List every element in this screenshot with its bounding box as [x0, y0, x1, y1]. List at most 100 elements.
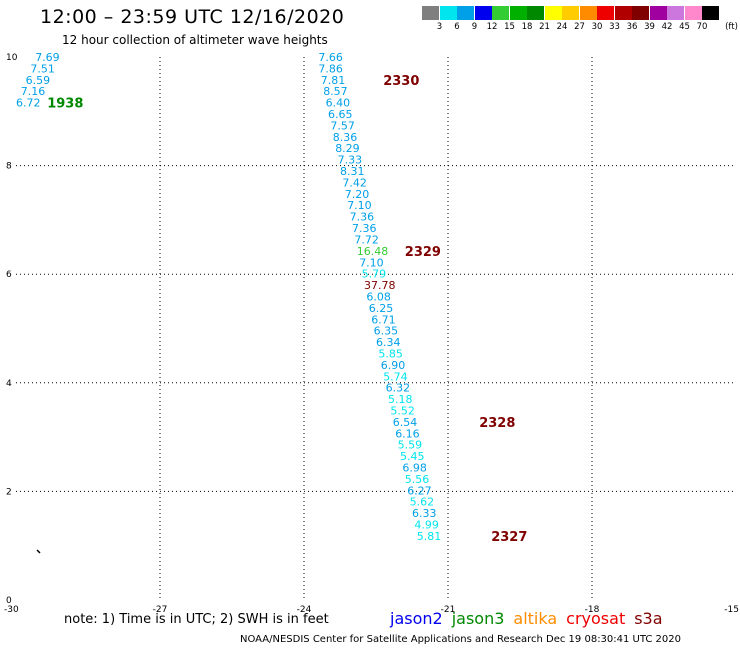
- wave-height-point: 6.72: [16, 97, 41, 110]
- wave-height-point: 8.31: [340, 165, 365, 178]
- legend-item-s3a: s3a: [634, 609, 663, 628]
- color-scale-label: 27: [574, 22, 585, 32]
- wave-height-point: 7.69: [35, 51, 60, 64]
- color-scale-label: 15: [504, 22, 515, 32]
- color-swatch: [579, 6, 597, 20]
- legend-item-jason3: jason3: [451, 609, 505, 628]
- wave-height-point: 7.10: [359, 256, 384, 269]
- wave-height-point: 5.81: [417, 530, 442, 543]
- color-scale-label: 36: [626, 22, 638, 32]
- satellite-legend: jason2 jason3 altika cryosat s3a: [390, 609, 672, 628]
- wave-height-point: 5.52: [390, 404, 415, 417]
- color-scale-label: 70: [696, 22, 708, 32]
- wave-height-point: 6.27: [407, 484, 432, 497]
- wave-height-point: 7.20: [345, 188, 370, 201]
- x-tick-label: -18: [585, 605, 600, 615]
- wave-height-point: 37.78: [364, 279, 396, 292]
- color-swatch: [597, 6, 614, 20]
- color-scale-label: 12: [486, 22, 498, 32]
- wave-height-point: 6.71: [371, 313, 396, 326]
- chart-title: 12:00 – 23:59 UTC 12/16/2020: [40, 6, 345, 28]
- legend-item-altika: altika: [513, 609, 558, 628]
- wave-height-point: 5.56: [405, 473, 430, 486]
- time-label: 2328: [479, 416, 515, 431]
- wave-height-point: 7.51: [30, 62, 55, 75]
- track-mark: [36, 549, 41, 554]
- wave-height-point: 5.62: [410, 496, 435, 509]
- color-scale-label: 18: [521, 22, 533, 32]
- wave-height-point: 7.36: [352, 222, 377, 235]
- chart-subtitle: 12 hour collection of altimeter wave hei…: [62, 33, 328, 47]
- color-swatch: [684, 6, 702, 20]
- time-label: 2327: [491, 530, 527, 545]
- color-swatch: [702, 6, 719, 20]
- x-tick-label: -24: [297, 605, 312, 615]
- color-swatch: [492, 6, 509, 20]
- color-swatch: [562, 6, 579, 20]
- wave-height-point: 6.34: [376, 336, 401, 349]
- color-scale-label: 45: [679, 22, 690, 32]
- color-scale-label: 24: [556, 22, 568, 32]
- wave-height-point: 4.99: [414, 519, 439, 532]
- y-tick-label: 10: [6, 53, 18, 63]
- wave-height-point: 5.74: [383, 370, 408, 383]
- wave-height-point: 6.32: [386, 382, 411, 395]
- color-scale-label: 42: [661, 22, 673, 32]
- wave-height-point: 7.42: [342, 176, 367, 189]
- wave-height-point: 5.18: [388, 393, 413, 406]
- wave-height-point: 6.08: [366, 290, 391, 303]
- wave-height-point: 6.33: [412, 507, 437, 520]
- wave-height-point: 6.25: [369, 302, 394, 315]
- y-tick-label: 2: [6, 487, 12, 497]
- color-swatch: [474, 6, 492, 20]
- wave-height-point: 5.79: [362, 268, 387, 281]
- footer-note: note: 1) Time is in UTC; 2) SWH is in fe…: [64, 612, 329, 627]
- x-tick-label: -27: [153, 605, 168, 615]
- wave-height-point: 7.16: [21, 85, 46, 98]
- time-label: 2330: [383, 74, 419, 89]
- wave-height-point: 5.85: [378, 347, 403, 360]
- wave-height-point: 6.54: [393, 416, 418, 429]
- time-label: 2329: [405, 245, 441, 260]
- color-scale-label: 3: [436, 22, 443, 32]
- color-swatch: [632, 6, 649, 20]
- wave-height-point: 7.36: [350, 211, 375, 224]
- color-swatch: [544, 6, 562, 20]
- y-tick-label: 6: [6, 270, 12, 280]
- legend-item-cryosat: cryosat: [566, 609, 626, 628]
- color-swatch: [527, 6, 544, 20]
- color-swatch: [509, 6, 527, 20]
- wave-height-point: 7.86: [318, 62, 343, 75]
- x-tick-label: -30: [4, 605, 19, 615]
- color-swatch: [457, 6, 474, 20]
- wave-height-point: 7.81: [321, 74, 346, 87]
- wave-height-point: 7.10: [347, 199, 372, 212]
- x-tick-label: -21: [441, 605, 456, 615]
- wave-height-point: 8.29: [335, 142, 360, 155]
- wave-height-point: 6.35: [374, 325, 399, 338]
- wave-height-point: 7.33: [338, 154, 363, 167]
- x-tick-label: -15: [724, 605, 739, 615]
- color-scale-label: 6: [454, 22, 460, 32]
- time-label: 1938: [47, 97, 83, 112]
- wave-height-point: 16.48: [357, 245, 389, 258]
- legend-item-jason2: jason2: [390, 609, 443, 628]
- color-scale-label: 30: [591, 22, 603, 32]
- color-swatch: [439, 6, 457, 20]
- wave-height-point: 6.59: [26, 74, 50, 87]
- y-tick-label: 4: [6, 379, 12, 389]
- wave-height-point: 5.59: [398, 439, 423, 452]
- color-swatch: [614, 6, 632, 20]
- color-swatch: [667, 6, 684, 20]
- y-tick-label: 8: [6, 162, 12, 172]
- color-scale-label: 21: [539, 22, 550, 32]
- credit-line: NOAA/NESDIS Center for Satellite Applica…: [240, 634, 682, 645]
- color-scale-label: 39: [644, 22, 655, 32]
- wave-height-point: 6.65: [328, 108, 353, 121]
- color-swatch: [422, 6, 439, 20]
- color-scale-label: 9: [471, 22, 478, 32]
- wave-height-point: 6.40: [326, 97, 351, 110]
- y-tick-label: 0: [6, 596, 12, 606]
- wave-height-point: 5.45: [400, 450, 425, 463]
